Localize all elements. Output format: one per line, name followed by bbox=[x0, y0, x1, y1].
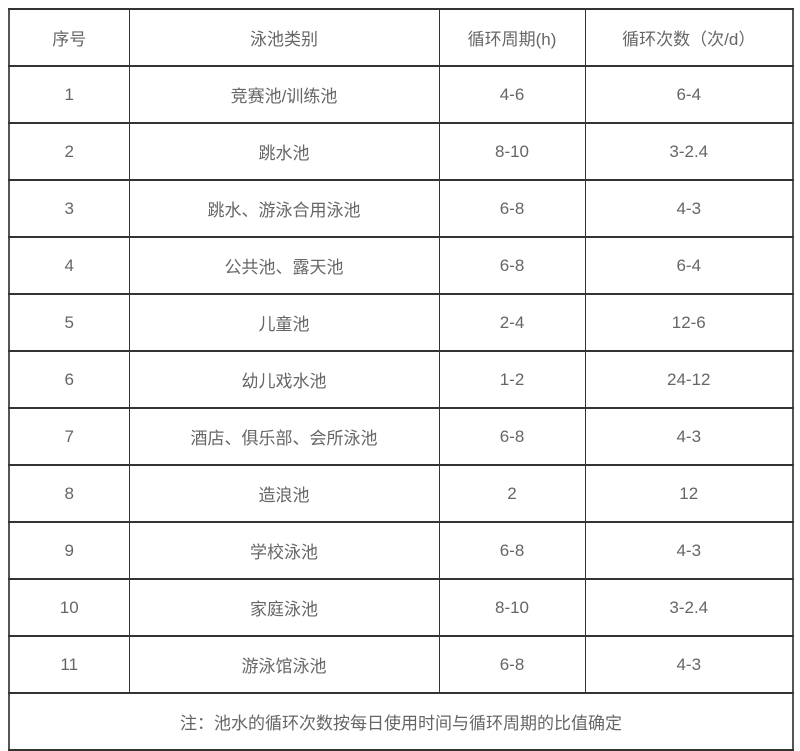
cell-seq: 6 bbox=[8, 350, 130, 409]
cell-cycles: 6-4 bbox=[584, 236, 794, 295]
cell-category: 竞赛池/训练池 bbox=[128, 65, 440, 124]
cell-seq: 5 bbox=[8, 293, 130, 352]
cell-cycles: 12 bbox=[584, 464, 794, 523]
cell-category: 酒店、俱乐部、会所泳池 bbox=[128, 407, 440, 466]
cell-period: 1-2 bbox=[438, 350, 586, 409]
cell-cycles: 3-2.4 bbox=[584, 578, 794, 637]
cell-seq: 11 bbox=[8, 635, 130, 694]
table-row: 6 幼儿戏水池 1-2 24-12 bbox=[8, 350, 794, 409]
table-row: 11 游泳馆泳池 6-8 4-3 bbox=[8, 635, 794, 694]
cell-cycles: 4-3 bbox=[584, 407, 794, 466]
table-row: 3 跳水、游泳合用泳池 6-8 4-3 bbox=[8, 179, 794, 238]
table-row: 5 儿童池 2-4 12-6 bbox=[8, 293, 794, 352]
cell-period: 6-8 bbox=[438, 521, 586, 580]
table-row: 2 跳水池 8-10 3-2.4 bbox=[8, 122, 794, 181]
column-header-category: 泳池类别 bbox=[128, 8, 440, 67]
cell-seq: 9 bbox=[8, 521, 130, 580]
cell-category: 跳水、游泳合用泳池 bbox=[128, 179, 440, 238]
column-header-period: 循环周期(h) bbox=[438, 8, 586, 67]
cell-cycles: 24-12 bbox=[584, 350, 794, 409]
cell-period: 2 bbox=[438, 464, 586, 523]
table-footnote: 注：池水的循环次数按每日使用时间与循环周期的比值确定 bbox=[8, 692, 794, 751]
header-row: 序号 泳池类别 循环周期(h) 循环次数（次/d） bbox=[8, 8, 794, 67]
column-header-seq: 序号 bbox=[8, 8, 130, 67]
cell-period: 8-10 bbox=[438, 578, 586, 637]
cell-category: 公共池、露天池 bbox=[128, 236, 440, 295]
table-row: 9 学校泳池 6-8 4-3 bbox=[8, 521, 794, 580]
cell-cycles: 3-2.4 bbox=[584, 122, 794, 181]
cell-seq: 7 bbox=[8, 407, 130, 466]
table-row: 4 公共池、露天池 6-8 6-4 bbox=[8, 236, 794, 295]
cell-seq: 4 bbox=[8, 236, 130, 295]
cell-seq: 1 bbox=[8, 65, 130, 124]
table-row: 8 造浪池 2 12 bbox=[8, 464, 794, 523]
cell-period: 6-8 bbox=[438, 179, 586, 238]
cell-category: 游泳馆泳池 bbox=[128, 635, 440, 694]
cell-period: 2-4 bbox=[438, 293, 586, 352]
table-row: 7 酒店、俱乐部、会所泳池 6-8 4-3 bbox=[8, 407, 794, 466]
cell-category: 造浪池 bbox=[128, 464, 440, 523]
pool-circulation-table: 序号 泳池类别 循环周期(h) 循环次数（次/d） 1 竞赛池/训练池 4-6 … bbox=[8, 8, 794, 751]
table-row: 10 家庭泳池 8-10 3-2.4 bbox=[8, 578, 794, 637]
table-body: 1 竞赛池/训练池 4-6 6-4 2 跳水池 8-10 3-2.4 3 跳水、… bbox=[8, 65, 794, 751]
cell-category: 幼儿戏水池 bbox=[128, 350, 440, 409]
table-row: 1 竞赛池/训练池 4-6 6-4 bbox=[8, 65, 794, 124]
cell-period: 6-8 bbox=[438, 236, 586, 295]
cell-cycles: 4-3 bbox=[584, 179, 794, 238]
cell-category: 跳水池 bbox=[128, 122, 440, 181]
cell-seq: 2 bbox=[8, 122, 130, 181]
cell-cycles: 12-6 bbox=[584, 293, 794, 352]
cell-seq: 8 bbox=[8, 464, 130, 523]
footnote-row: 注：池水的循环次数按每日使用时间与循环周期的比值确定 bbox=[8, 692, 794, 751]
table-header: 序号 泳池类别 循环周期(h) 循环次数（次/d） bbox=[8, 8, 794, 67]
cell-cycles: 4-3 bbox=[584, 521, 794, 580]
cell-period: 6-8 bbox=[438, 635, 586, 694]
cell-category: 儿童池 bbox=[128, 293, 440, 352]
cell-seq: 10 bbox=[8, 578, 130, 637]
cell-period: 6-8 bbox=[438, 407, 586, 466]
cell-category: 家庭泳池 bbox=[128, 578, 440, 637]
cell-cycles: 4-3 bbox=[584, 635, 794, 694]
column-header-cycles: 循环次数（次/d） bbox=[584, 8, 794, 67]
cell-period: 4-6 bbox=[438, 65, 586, 124]
cell-period: 8-10 bbox=[438, 122, 586, 181]
cell-seq: 3 bbox=[8, 179, 130, 238]
cell-cycles: 6-4 bbox=[584, 65, 794, 124]
cell-category: 学校泳池 bbox=[128, 521, 440, 580]
